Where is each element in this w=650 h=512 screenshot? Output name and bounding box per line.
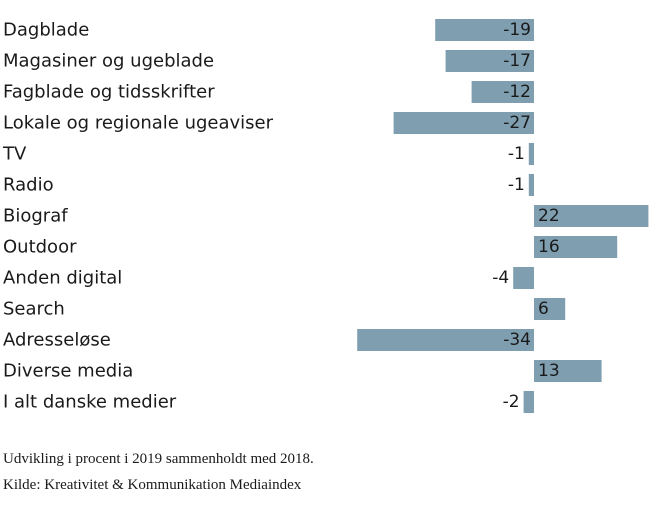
value-label-adresseloese: -34 — [503, 330, 531, 350]
footnote-source: Kilde: Kreativitet & Kommunikation Media… — [3, 477, 302, 493]
bar-tv — [528, 143, 534, 165]
value-label-search: 6 — [538, 299, 549, 319]
bar-outdoor — [534, 236, 618, 258]
bar-lokale-og-regionale-ugeaviser — [393, 112, 534, 134]
bar-magasiner-og-ugeblade — [445, 50, 534, 72]
bar-search — [534, 298, 566, 320]
bar-dagblade — [435, 19, 534, 41]
footnote-description: Udvikling i procent i 2019 sammenholdt m… — [3, 451, 314, 467]
category-label-adresseloese: Adresseløse — [3, 330, 111, 351]
value-label-biograf: 22 — [538, 206, 560, 226]
category-label-radio: Radio — [3, 175, 54, 196]
value-label-fagblade-og-tidsskrifter: -12 — [503, 82, 531, 102]
value-label-lokale-og-regionale-ugeaviser: -27 — [503, 113, 531, 133]
category-label-search: Search — [3, 299, 65, 320]
bar-adresseloese — [357, 329, 534, 351]
bar-i-alt-danske-medier — [523, 391, 534, 413]
bar-diverse-media — [534, 360, 602, 382]
category-label-anden-digital: Anden digital — [3, 268, 122, 289]
value-label-i-alt-danske-medier: -2 — [503, 392, 520, 412]
value-label-anden-digital: -4 — [492, 268, 509, 288]
value-label-dagblade: -19 — [503, 20, 531, 40]
category-label-tv: TV — [2, 144, 27, 165]
value-label-diverse-media: 13 — [538, 361, 560, 381]
bar-anden-digital — [513, 267, 534, 289]
bar-fagblade-og-tidsskrifter — [471, 81, 534, 103]
category-label-magasiner-og-ugeblade: Magasiner og ugeblade — [3, 51, 214, 72]
value-label-tv: -1 — [508, 144, 525, 164]
bar-radio — [528, 174, 534, 196]
category-label-dagblade: Dagblade — [3, 20, 89, 41]
value-label-radio: -1 — [508, 175, 525, 195]
category-label-i-alt-danske-medier: I alt danske medier — [3, 392, 177, 413]
category-label-fagblade-og-tidsskrifter: Fagblade og tidsskrifter — [3, 82, 215, 103]
category-label-biograf: Biograf — [3, 206, 68, 227]
category-label-diverse-media: Diverse media — [3, 361, 133, 382]
value-label-outdoor: 16 — [538, 237, 560, 257]
bar-biograf — [534, 205, 649, 227]
category-label-outdoor: Outdoor — [3, 237, 77, 258]
category-label-lokale-og-regionale-ugeaviser: Lokale og regionale ugeaviser — [3, 113, 274, 134]
bar-chart: Dagblade -19 Magasiner og ugeblade -17 Fagbl… — [2, 19, 649, 413]
value-label-magasiner-og-ugeblade: -17 — [503, 51, 531, 71]
